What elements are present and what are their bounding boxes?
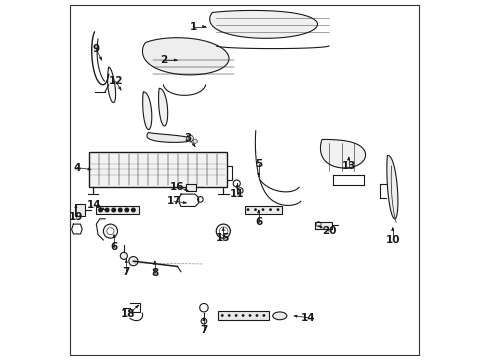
Polygon shape bbox=[107, 67, 115, 103]
Circle shape bbox=[248, 314, 251, 317]
Text: 3: 3 bbox=[184, 133, 191, 143]
Text: 6: 6 bbox=[254, 217, 262, 227]
Circle shape bbox=[125, 208, 128, 212]
Text: 7: 7 bbox=[122, 267, 130, 277]
Bar bbox=[218, 311, 269, 320]
Text: 14: 14 bbox=[87, 200, 102, 210]
Circle shape bbox=[255, 314, 258, 317]
Circle shape bbox=[261, 208, 264, 211]
Text: 14: 14 bbox=[300, 312, 315, 323]
Circle shape bbox=[241, 314, 244, 317]
Circle shape bbox=[268, 208, 271, 211]
Circle shape bbox=[234, 314, 237, 317]
Circle shape bbox=[201, 318, 206, 324]
Text: 16: 16 bbox=[170, 182, 184, 192]
Text: 18: 18 bbox=[121, 309, 135, 319]
Polygon shape bbox=[209, 10, 317, 38]
Polygon shape bbox=[320, 139, 365, 168]
Polygon shape bbox=[158, 88, 167, 126]
Polygon shape bbox=[147, 132, 192, 142]
Bar bbox=[314, 222, 331, 229]
Bar bbox=[89, 152, 226, 187]
Circle shape bbox=[221, 314, 223, 317]
Text: 6: 6 bbox=[110, 242, 117, 252]
Circle shape bbox=[107, 228, 114, 235]
Text: 10: 10 bbox=[385, 235, 399, 245]
Text: 19: 19 bbox=[68, 212, 83, 222]
Circle shape bbox=[99, 208, 102, 212]
Text: 15: 15 bbox=[216, 233, 230, 243]
Circle shape bbox=[246, 208, 249, 211]
Text: 17: 17 bbox=[166, 196, 181, 206]
Circle shape bbox=[131, 208, 135, 212]
Text: 8: 8 bbox=[151, 269, 158, 279]
Text: 13: 13 bbox=[341, 161, 355, 171]
Polygon shape bbox=[142, 92, 151, 130]
Bar bbox=[75, 204, 85, 216]
Text: 20: 20 bbox=[321, 226, 336, 236]
Circle shape bbox=[105, 208, 109, 212]
Text: 2: 2 bbox=[160, 55, 166, 65]
Circle shape bbox=[262, 314, 265, 317]
Text: 12: 12 bbox=[108, 76, 122, 86]
Text: 9: 9 bbox=[93, 45, 100, 54]
Ellipse shape bbox=[272, 312, 286, 320]
Circle shape bbox=[186, 135, 193, 142]
Polygon shape bbox=[386, 155, 397, 219]
Circle shape bbox=[254, 208, 256, 211]
Bar bbox=[96, 206, 139, 214]
Circle shape bbox=[276, 208, 279, 211]
Circle shape bbox=[112, 208, 115, 212]
Circle shape bbox=[118, 208, 122, 212]
Bar bbox=[244, 206, 281, 213]
Text: 5: 5 bbox=[254, 159, 262, 169]
Circle shape bbox=[128, 257, 138, 266]
Bar bbox=[185, 184, 196, 190]
Text: 11: 11 bbox=[230, 189, 244, 199]
Circle shape bbox=[120, 252, 127, 259]
Circle shape bbox=[193, 139, 197, 143]
Text: 7: 7 bbox=[200, 325, 207, 335]
Circle shape bbox=[227, 314, 230, 317]
Polygon shape bbox=[142, 38, 228, 75]
Circle shape bbox=[103, 224, 117, 238]
Text: 1: 1 bbox=[189, 22, 197, 32]
Text: 4: 4 bbox=[73, 163, 81, 173]
